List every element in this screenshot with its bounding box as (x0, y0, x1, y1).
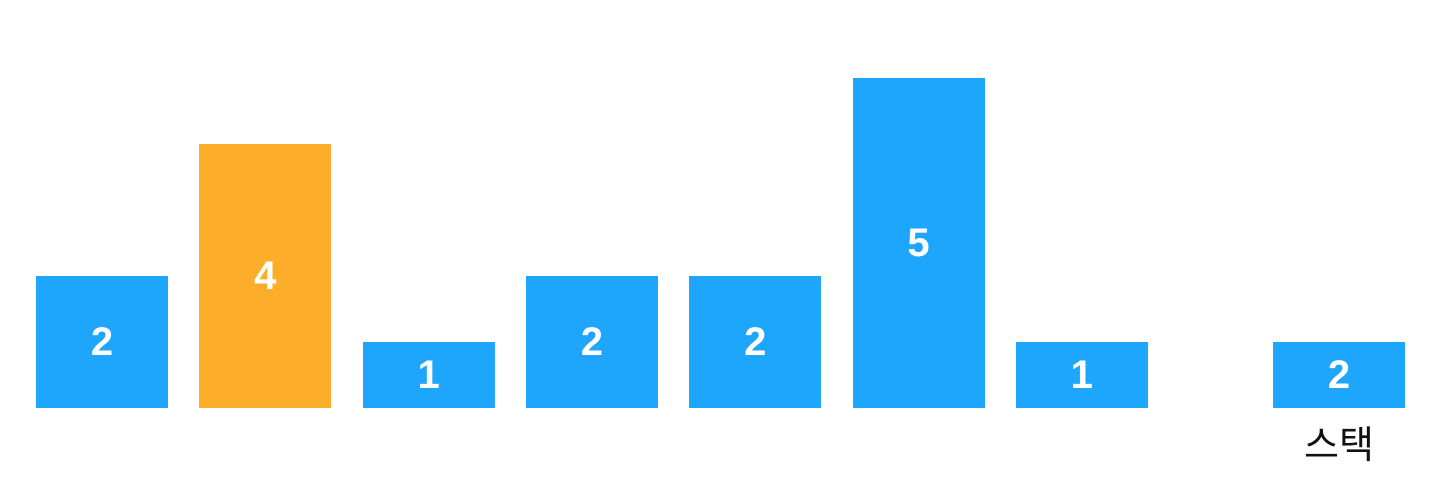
histogram-bar: 5 (852, 78, 985, 408)
bar-value-label: 1 (417, 352, 440, 397)
stack-label: 스택 (1304, 423, 1374, 467)
histogram-bar: 4 (199, 144, 332, 408)
bar-value-label: 2 (744, 319, 767, 364)
histogram-bar: 2 (525, 276, 658, 408)
histogram-bar: 1 (362, 342, 495, 408)
bar-value-label: 2 (580, 319, 604, 364)
histogram-bar: 2 (36, 276, 168, 408)
histogram-bar: 1 (1015, 342, 1148, 408)
bar-value-label: 5 (907, 220, 930, 265)
bar-value-label: 2 (90, 319, 114, 364)
stack-top-item: 2 (1273, 342, 1405, 408)
stack-item-value: 2 (1327, 352, 1351, 397)
bar-value-label: 4 (254, 253, 277, 298)
bar-value-label: 1 (1070, 352, 1093, 397)
histogram-bar: 2 (689, 276, 822, 408)
